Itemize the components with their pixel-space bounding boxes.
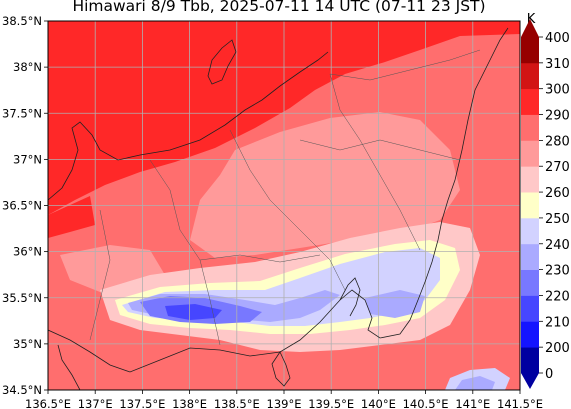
colorbar-segments [521, 19, 539, 389]
border-a [149, 159, 221, 346]
lat-tick-label: 35.5°N [2, 291, 42, 305]
tbb-region-290-300-northwest [48, 21, 520, 215]
lat-tick-label: 34.5°N [2, 383, 42, 397]
tbb-region-230-240-southeast [455, 376, 495, 390]
colorbar-tick-label: 240 [545, 238, 570, 253]
lat-lon-grid [48, 21, 520, 390]
lat-tick-label: 35°N [13, 337, 42, 351]
colorbar-tick-label: 230 [545, 264, 570, 279]
colorbar-segment [521, 217, 539, 245]
izu-peninsula [271, 351, 291, 387]
colorbar-segment [521, 321, 539, 348]
colorbar-tick-label: 250 [545, 212, 570, 227]
colorbar-tick-label: 280 [545, 134, 570, 149]
lon-tick-label: 139°E [267, 397, 302, 409]
colorbar-unit: K [527, 12, 536, 27]
longitude-tick-labels: 136.5°E 137°E 137.5°E 138°E 138.5°E 139°E 139.… [25, 390, 543, 409]
colorbar: K 0 200 210 220 230 240 250 260 270 280 290 300 310 4… [521, 12, 570, 389]
lon-tick-label: 140.5°E [403, 397, 449, 409]
sado-island [207, 39, 237, 85]
tbb-region-230-240-east [365, 290, 425, 318]
lon-tick-label: 137.5°E [119, 397, 165, 409]
lon-tick-label: 138°E [172, 397, 207, 409]
colorbar-segment [521, 37, 539, 64]
colorbar-extend-max [521, 19, 539, 37]
border-g [329, 49, 481, 81]
lon-tick-label: 140°E [361, 397, 396, 409]
tbb-region-290-300-coast [48, 196, 95, 238]
lat-tick-label: 36°N [13, 245, 42, 259]
lon-tick-label: 139.5°E [308, 397, 354, 409]
colorbar-tick-label: 200 [545, 341, 570, 356]
lat-tick-label: 37°N [13, 152, 42, 166]
ise-bay-coast [57, 344, 81, 390]
colorbar-tick-label: 270 [545, 160, 570, 175]
colorbar-tick-label: 220 [545, 289, 570, 304]
colorbar-segment [521, 114, 539, 141]
colorbar-segment [521, 243, 539, 271]
colorbar-segment [521, 140, 539, 167]
colorbar-segment [521, 347, 539, 374]
lon-tick-label: 138.5°E [214, 397, 260, 409]
japan-sea-coast [48, 51, 329, 201]
colorbar-segment [521, 62, 539, 90]
border-f [89, 209, 111, 341]
colorbar-tick-label: 210 [545, 315, 570, 330]
tbb-region-270-280-central [190, 112, 460, 258]
tbb-region-210-220-core [165, 304, 222, 320]
colorbar-segment [521, 88, 539, 115]
colorbar-segment [521, 295, 539, 322]
colorbar-tick-label: 400 [545, 31, 570, 46]
map-title: Himawari 8/9 Tbb, 2025-07-11 14 UTC (07-… [72, 0, 485, 15]
lat-tick-label: 37.5°N [2, 106, 42, 120]
lon-tick-label: 141°E [455, 397, 490, 409]
latitude-tick-labels: 34.5°N 35°N 35.5°N 36°N 36.5°N 37°N 37.5°N 38°N… [2, 14, 48, 397]
colorbar-tick-label: 0 [545, 367, 553, 382]
colorbar-extend-min [521, 373, 539, 389]
colorbar-tick-label: 300 [545, 83, 570, 98]
lon-tick-label: 141.5°E [497, 397, 543, 409]
colorbar-segment [521, 166, 539, 193]
colorbar-segment [521, 269, 539, 296]
colorbar-tick-labels: 0 200 210 220 230 240 250 260 270 280 290 300 310 400 [539, 31, 570, 382]
prefecture-borders [89, 49, 481, 346]
border-b [229, 129, 346, 291]
border-d [199, 254, 321, 263]
lat-tick-label: 38°N [13, 60, 42, 74]
border-c [329, 73, 421, 251]
colorbar-tick-label: 310 [545, 57, 570, 72]
colorbar-tick-label: 260 [545, 186, 570, 201]
colorbar-segment [521, 192, 539, 219]
border-e [299, 139, 461, 161]
colorbar-tick-label: 290 [545, 109, 570, 124]
lon-tick-label: 137°E [78, 397, 113, 409]
lat-tick-label: 38.5°N [2, 14, 42, 28]
lat-tick-label: 36.5°N [2, 199, 42, 213]
map-panel: 136.5°E 137°E 137.5°E 138°E 138.5°E 139°E 139.… [2, 14, 543, 409]
tokyo-bay [339, 277, 361, 317]
lon-tick-label: 136.5°E [25, 397, 71, 409]
